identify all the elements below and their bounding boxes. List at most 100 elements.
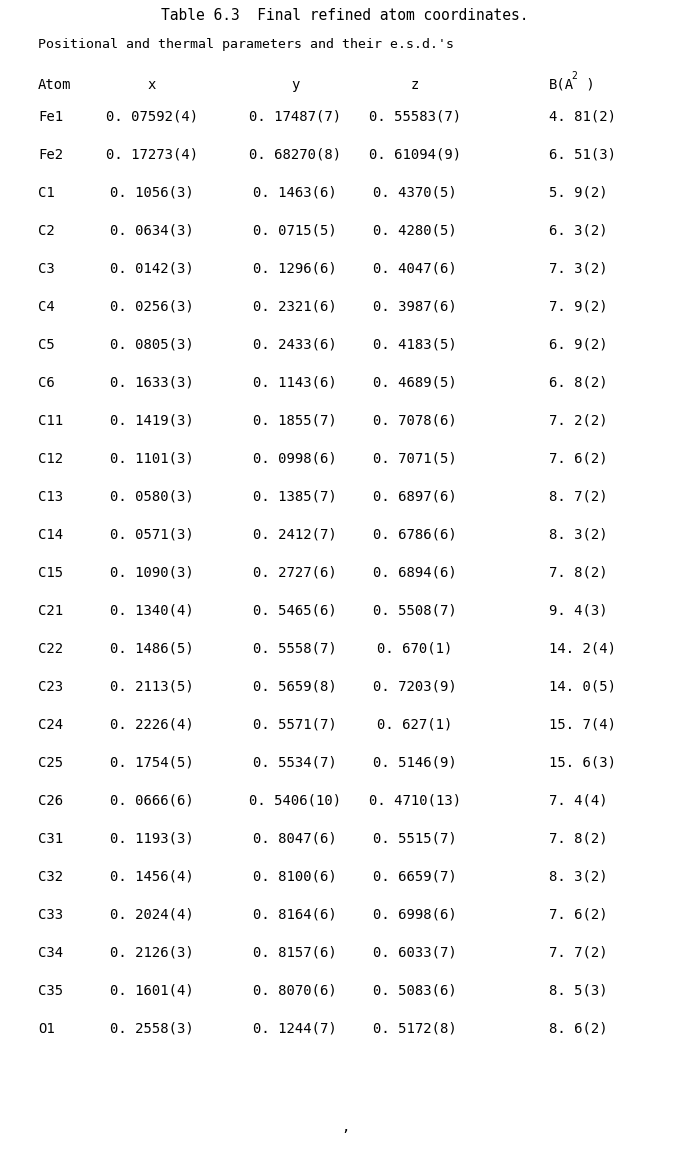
Text: 0. 2433(6): 0. 2433(6) <box>253 338 337 353</box>
Text: 0. 5659(8): 0. 5659(8) <box>253 680 337 694</box>
Text: 0. 4710(13): 0. 4710(13) <box>369 794 461 808</box>
Text: C25: C25 <box>38 756 63 770</box>
Text: 0. 6894(6): 0. 6894(6) <box>373 566 457 579</box>
Text: C6: C6 <box>38 376 55 391</box>
Text: C1: C1 <box>38 185 55 200</box>
Text: 15. 6(3): 15. 6(3) <box>549 756 616 770</box>
Text: 0. 7203(9): 0. 7203(9) <box>373 680 457 694</box>
Text: 0. 4280(5): 0. 4280(5) <box>373 223 457 238</box>
Text: 0. 0256(3): 0. 0256(3) <box>110 300 194 314</box>
Text: 7. 9(2): 7. 9(2) <box>549 300 608 314</box>
Text: 0. 5172(8): 0. 5172(8) <box>373 1022 457 1036</box>
Text: 0. 1456(4): 0. 1456(4) <box>110 870 194 884</box>
Text: 0. 1419(3): 0. 1419(3) <box>110 414 194 429</box>
Text: 0. 8164(6): 0. 8164(6) <box>253 908 337 922</box>
Text: 0. 6998(6): 0. 6998(6) <box>373 908 457 922</box>
Text: 8. 3(2): 8. 3(2) <box>549 870 608 884</box>
Text: 0. 1601(4): 0. 1601(4) <box>110 984 194 998</box>
Text: B(A: B(A <box>549 78 574 92</box>
Text: 14. 2(4): 14. 2(4) <box>549 642 616 655</box>
Text: 0. 1143(6): 0. 1143(6) <box>253 376 337 391</box>
Text: C35: C35 <box>38 984 63 998</box>
Text: 2: 2 <box>571 71 577 81</box>
Text: Positional and thermal parameters and their e.s.d.'s: Positional and thermal parameters and th… <box>38 38 454 51</box>
Text: 0. 0634(3): 0. 0634(3) <box>110 223 194 238</box>
Text: 0. 670(1): 0. 670(1) <box>377 642 453 655</box>
Text: C4: C4 <box>38 300 55 314</box>
Text: ,: , <box>341 1120 349 1134</box>
Text: C14: C14 <box>38 528 63 541</box>
Text: 0. 7071(5): 0. 7071(5) <box>373 452 457 467</box>
Text: 0. 1244(7): 0. 1244(7) <box>253 1022 337 1036</box>
Text: C11: C11 <box>38 414 63 429</box>
Text: 0. 6786(6): 0. 6786(6) <box>373 528 457 541</box>
Text: 0. 1754(5): 0. 1754(5) <box>110 756 194 770</box>
Text: 6. 9(2): 6. 9(2) <box>549 338 608 353</box>
Text: 9. 4(3): 9. 4(3) <box>549 604 608 617</box>
Text: 0. 5515(7): 0. 5515(7) <box>373 832 457 846</box>
Text: 8. 6(2): 8. 6(2) <box>549 1022 608 1036</box>
Text: C31: C31 <box>38 832 63 846</box>
Text: 0. 6033(7): 0. 6033(7) <box>373 946 457 960</box>
Text: 0. 2727(6): 0. 2727(6) <box>253 566 337 579</box>
Text: 6. 3(2): 6. 3(2) <box>549 223 608 238</box>
Text: 7. 6(2): 7. 6(2) <box>549 908 608 922</box>
Text: 0. 2226(4): 0. 2226(4) <box>110 718 194 732</box>
Text: 0. 68270(8): 0. 68270(8) <box>249 147 341 162</box>
Text: 0. 5571(7): 0. 5571(7) <box>253 718 337 732</box>
Text: z: z <box>411 78 420 92</box>
Text: 0. 5465(6): 0. 5465(6) <box>253 604 337 617</box>
Text: C21: C21 <box>38 604 63 617</box>
Text: 0. 1463(6): 0. 1463(6) <box>253 185 337 200</box>
Text: 0. 1090(3): 0. 1090(3) <box>110 566 194 579</box>
Text: 0. 55583(7): 0. 55583(7) <box>369 109 461 124</box>
Text: 0. 1296(6): 0. 1296(6) <box>253 262 337 276</box>
Text: 0. 1633(3): 0. 1633(3) <box>110 376 194 391</box>
Text: 6. 8(2): 6. 8(2) <box>549 376 608 391</box>
Text: 0. 2558(3): 0. 2558(3) <box>110 1022 194 1036</box>
Text: 0. 1486(5): 0. 1486(5) <box>110 642 194 655</box>
Text: 7. 2(2): 7. 2(2) <box>549 414 608 429</box>
Text: 7. 8(2): 7. 8(2) <box>549 566 608 579</box>
Text: 0. 5083(6): 0. 5083(6) <box>373 984 457 998</box>
Text: 0. 1193(3): 0. 1193(3) <box>110 832 194 846</box>
Text: 4. 81(2): 4. 81(2) <box>549 109 616 124</box>
Text: 0. 7078(6): 0. 7078(6) <box>373 414 457 429</box>
Text: 0. 1101(3): 0. 1101(3) <box>110 452 194 467</box>
Text: 0. 2412(7): 0. 2412(7) <box>253 528 337 541</box>
Text: 0. 0666(6): 0. 0666(6) <box>110 794 194 808</box>
Text: ): ) <box>578 78 595 92</box>
Text: 0. 2321(6): 0. 2321(6) <box>253 300 337 314</box>
Text: 7. 3(2): 7. 3(2) <box>549 262 608 276</box>
Text: Fe1: Fe1 <box>38 109 63 124</box>
Text: C33: C33 <box>38 908 63 922</box>
Text: 0. 2113(5): 0. 2113(5) <box>110 680 194 694</box>
Text: 0. 8157(6): 0. 8157(6) <box>253 946 337 960</box>
Text: 14. 0(5): 14. 0(5) <box>549 680 616 694</box>
Text: 7. 6(2): 7. 6(2) <box>549 452 608 467</box>
Text: 0. 8070(6): 0. 8070(6) <box>253 984 337 998</box>
Text: Table 6.3  Final refined atom coordinates.: Table 6.3 Final refined atom coordinates… <box>161 8 529 23</box>
Text: 0. 627(1): 0. 627(1) <box>377 718 453 732</box>
Text: C5: C5 <box>38 338 55 353</box>
Text: 0. 17487(7): 0. 17487(7) <box>249 109 341 124</box>
Text: x: x <box>148 78 156 92</box>
Text: O1: O1 <box>38 1022 55 1036</box>
Text: 0. 6659(7): 0. 6659(7) <box>373 870 457 884</box>
Text: 0. 1385(7): 0. 1385(7) <box>253 490 337 505</box>
Text: 0. 4047(6): 0. 4047(6) <box>373 262 457 276</box>
Text: Atom: Atom <box>38 78 72 92</box>
Text: Fe2: Fe2 <box>38 147 63 162</box>
Text: 0. 0998(6): 0. 0998(6) <box>253 452 337 467</box>
Text: 7. 7(2): 7. 7(2) <box>549 946 608 960</box>
Text: 0. 5534(7): 0. 5534(7) <box>253 756 337 770</box>
Text: 7. 8(2): 7. 8(2) <box>549 832 608 846</box>
Text: 0. 5146(9): 0. 5146(9) <box>373 756 457 770</box>
Text: C32: C32 <box>38 870 63 884</box>
Text: C15: C15 <box>38 566 63 579</box>
Text: 0. 0715(5): 0. 0715(5) <box>253 223 337 238</box>
Text: C3: C3 <box>38 262 55 276</box>
Text: 0. 0805(3): 0. 0805(3) <box>110 338 194 353</box>
Text: C24: C24 <box>38 718 63 732</box>
Text: 8. 3(2): 8. 3(2) <box>549 528 608 541</box>
